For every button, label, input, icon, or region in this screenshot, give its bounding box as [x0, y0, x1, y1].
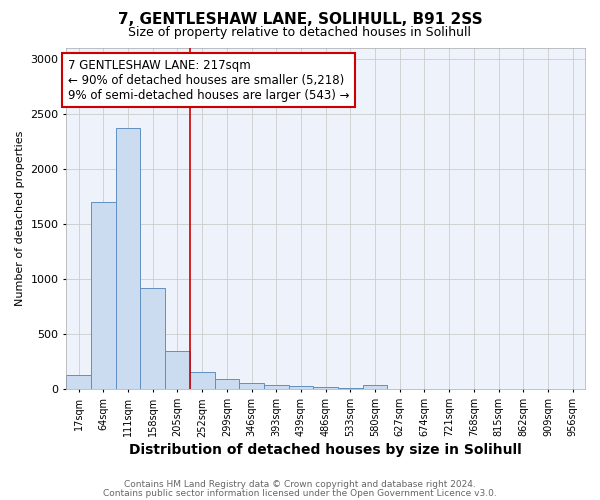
Bar — [116, 128, 140, 390]
Text: 7 GENTLESHAW LANE: 217sqm
← 90% of detached houses are smaller (5,218)
9% of sem: 7 GENTLESHAW LANE: 217sqm ← 90% of detac… — [68, 58, 349, 102]
Bar — [363, 385, 388, 390]
Text: 7, GENTLESHAW LANE, SOLIHULL, B91 2SS: 7, GENTLESHAW LANE, SOLIHULL, B91 2SS — [118, 12, 482, 28]
Text: Contains public sector information licensed under the Open Government Licence v3: Contains public sector information licen… — [103, 488, 497, 498]
Bar — [140, 288, 165, 390]
Bar — [215, 380, 239, 390]
Text: Contains HM Land Registry data © Crown copyright and database right 2024.: Contains HM Land Registry data © Crown c… — [124, 480, 476, 489]
Text: Size of property relative to detached houses in Solihull: Size of property relative to detached ho… — [128, 26, 472, 39]
Bar — [91, 202, 116, 390]
Bar — [313, 387, 338, 390]
Bar — [289, 386, 313, 390]
Bar — [264, 385, 289, 390]
Y-axis label: Number of detached properties: Number of detached properties — [15, 131, 25, 306]
Bar — [239, 384, 264, 390]
Bar — [165, 351, 190, 390]
X-axis label: Distribution of detached houses by size in Solihull: Distribution of detached houses by size … — [129, 444, 522, 458]
Bar — [190, 372, 215, 390]
Bar — [338, 388, 363, 390]
Bar — [67, 375, 91, 390]
